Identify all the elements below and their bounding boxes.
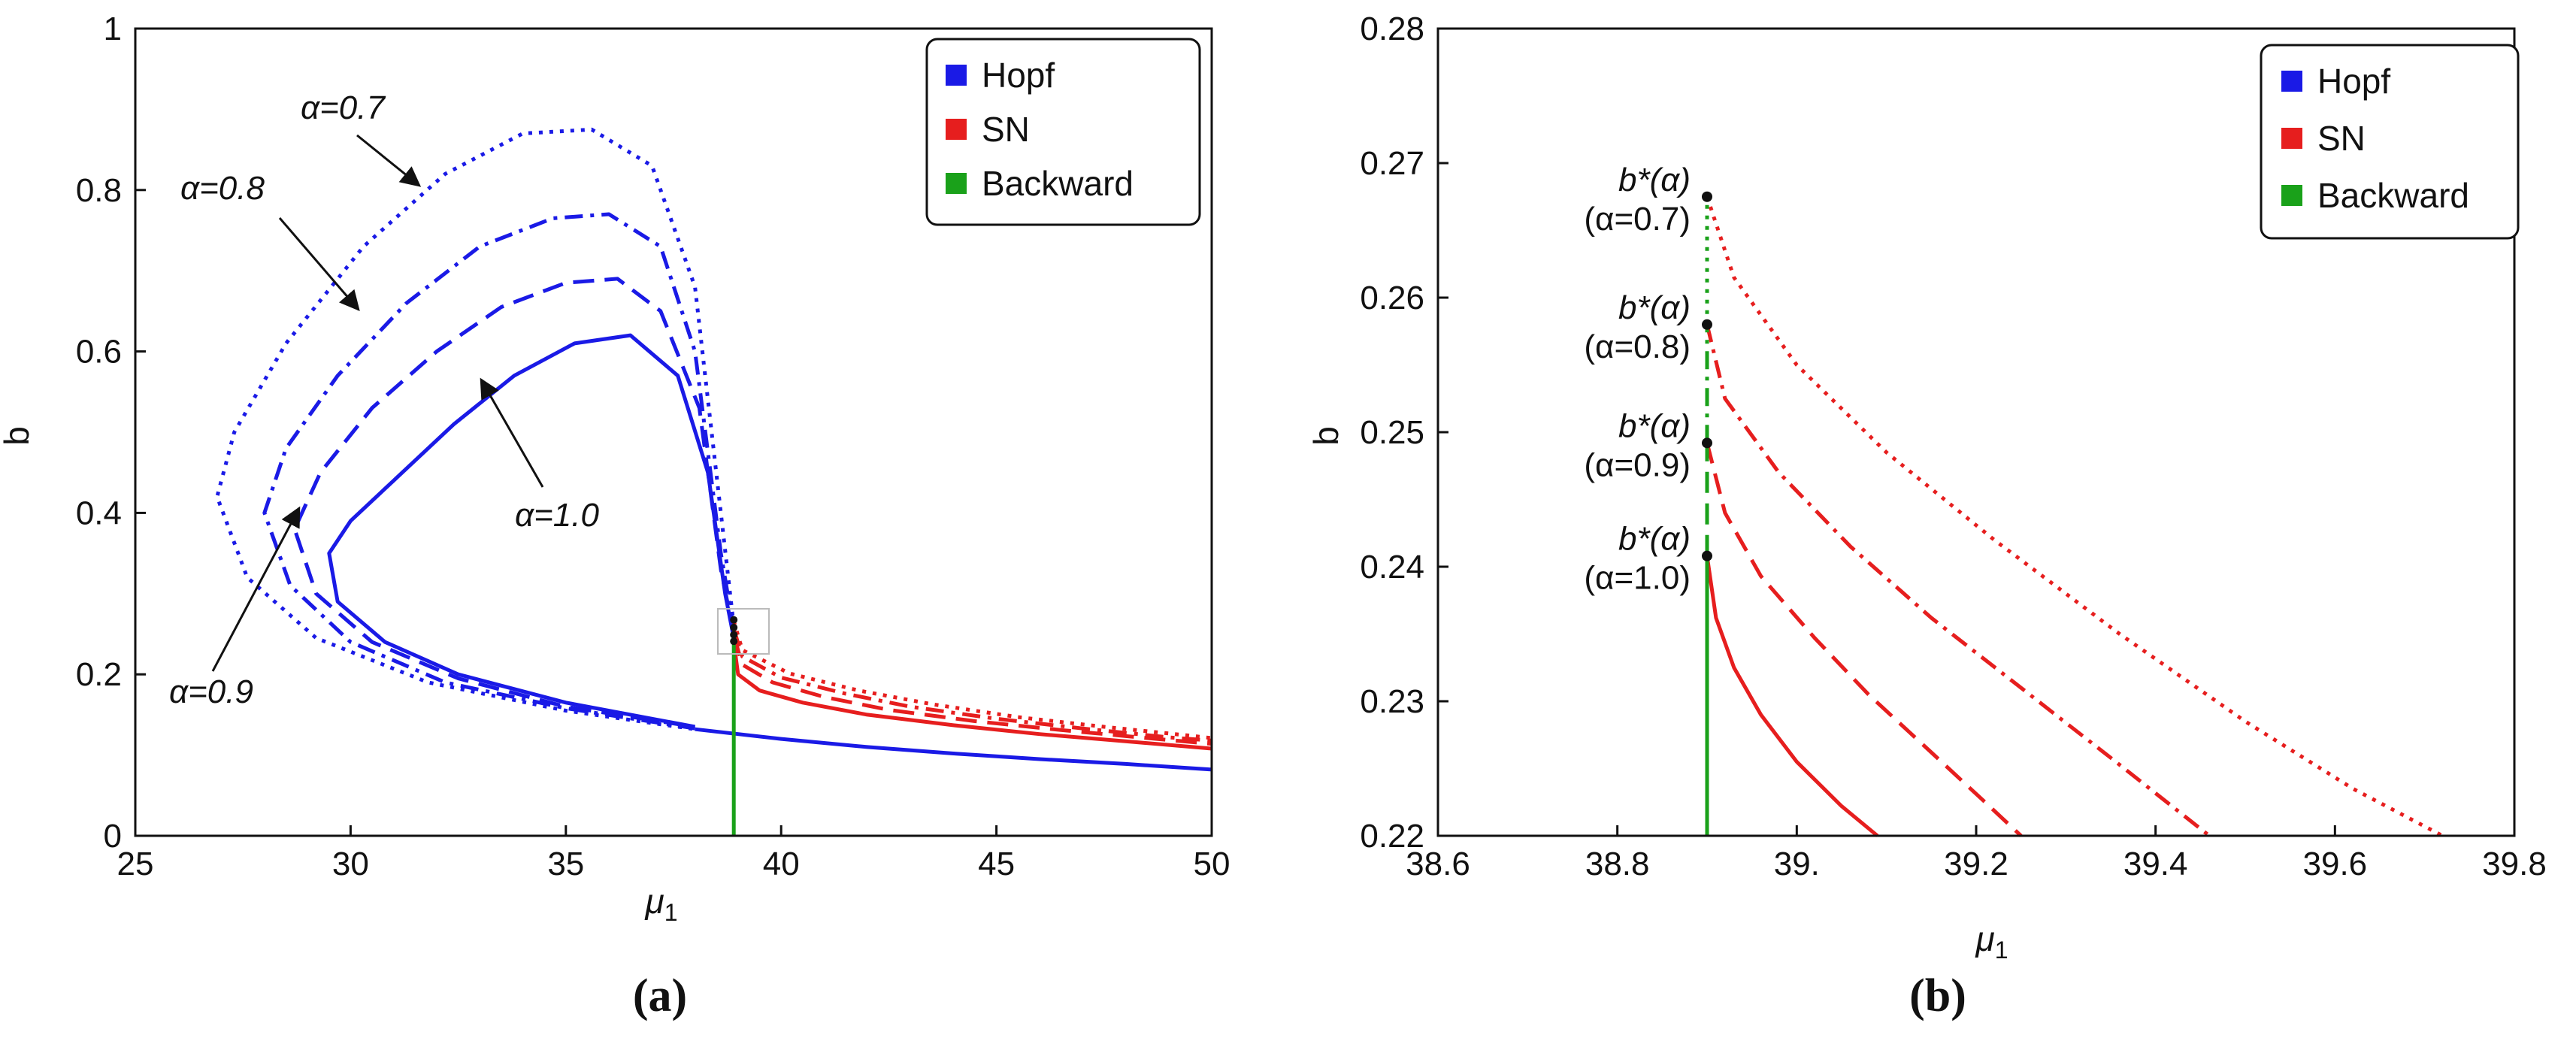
y-tick-label: 1: [104, 11, 122, 47]
b-star-label: b*(α): [1618, 289, 1691, 326]
arrow-alpha-0.7: [356, 134, 422, 187]
b-star-label: b*(α): [1618, 521, 1691, 558]
x-tick-label: 39.8: [2482, 846, 2547, 882]
zoom-region-box: [717, 608, 770, 655]
series-sn-1.0: [731, 641, 1212, 751]
y-tick-label: 0.22: [1360, 818, 1424, 855]
x-tick-label: 39.6: [2303, 846, 2368, 882]
b-star-alpha-label: (α=0.7): [1584, 201, 1691, 238]
b-star-point: [1702, 437, 1712, 449]
legend-label-sn: SN: [2317, 119, 2366, 158]
y-tick-label: 0.28: [1360, 11, 1424, 47]
legend-frame: [925, 38, 1201, 226]
legend-label-sn: SN: [982, 110, 1030, 149]
panel-a-xlabel: μ1: [645, 882, 678, 926]
b-star-point: [1702, 550, 1712, 561]
arrow-alpha-1.0: [480, 377, 544, 488]
b-star-alpha-label: (α=0.8): [1584, 328, 1691, 365]
series-sn-0.9: [1705, 442, 2023, 837]
x-tick-label: 25: [117, 846, 154, 882]
b-star-alpha-label: (α=1.0): [1584, 560, 1691, 597]
y-tick-label: 0.4: [76, 495, 122, 531]
panel-a-ticks: 25 30 35 40 45 50 0 0.2 0.4 0.6 0.8 1: [76, 11, 1230, 882]
series-hopf-0.8-upper: [262, 212, 736, 731]
annotation-alpha-0.7: α=0.7: [301, 89, 386, 126]
panel-a-ylabel: b: [0, 426, 36, 446]
y-tick-label: 0.27: [1360, 145, 1424, 182]
x-tick-label: 39.4: [2123, 846, 2188, 882]
arrow-alpha-0.8: [278, 217, 360, 312]
series-hopf-0.7-upper: [215, 127, 736, 731]
panel-b-points: b*(α)(α=0.7)b*(α)(α=0.8)b*(α)(α=0.9)b*(α…: [1584, 162, 1712, 597]
b-star-point: [1702, 191, 1712, 202]
x-tick-label: 35: [547, 846, 584, 882]
legend-swatch-hopf: [2281, 71, 2302, 92]
junction-point: [730, 631, 738, 639]
y-tick-label: 0.24: [1360, 549, 1424, 586]
y-tick-label: 0.25: [1360, 414, 1424, 451]
junction-point: [730, 637, 738, 646]
b-star-point: [1702, 319, 1712, 330]
b-star-alpha-label: (α=0.9): [1584, 446, 1691, 483]
panel-b-legend: Hopf SN Backward: [2260, 44, 2520, 240]
x-tick-label: 39.: [1774, 846, 1820, 882]
panel-a-annotations: α=0.7 α=0.8 α=0.9 α=1.0: [169, 89, 599, 710]
legend-swatch-backward: [2281, 185, 2302, 206]
x-tick-label: 30: [332, 846, 369, 882]
legend-label-backward: Backward: [982, 164, 1134, 203]
x-tick-label: 38.6: [1406, 846, 1470, 882]
annotation-alpha-1.0: α=1.0: [515, 497, 599, 534]
legend-swatch-sn: [2281, 128, 2302, 149]
series-hopf-lower-branch: [695, 727, 1212, 772]
legend-swatch-sn: [946, 119, 967, 140]
b-star-label: b*(α): [1618, 162, 1691, 198]
y-tick-label: 0.23: [1360, 683, 1424, 720]
arrow-alpha-0.9: [211, 506, 301, 672]
x-tick-label: 38.8: [1585, 846, 1650, 882]
y-tick-label: 0.26: [1360, 280, 1424, 316]
panel-b-label: (b): [1909, 970, 1966, 1021]
annotation-alpha-0.9: α=0.9: [169, 673, 253, 710]
panel-a-series: [215, 127, 1212, 836]
series-sn-0.7: [1705, 196, 2444, 838]
y-tick-label: 0.8: [76, 172, 122, 209]
series-hopf-1.0-upper: [327, 333, 736, 729]
annotation-alpha-0.8: α=0.8: [180, 170, 265, 207]
legend-label-backward: Backward: [2317, 176, 2469, 215]
y-tick-label: 0.6: [76, 334, 122, 371]
series-sn-0.9: [731, 634, 1212, 746]
panel-b-series: [1705, 196, 2444, 838]
series-sn-0.8: [731, 628, 1212, 743]
panel-b: 38.6 38.8 39. 39.2 39.4 39.6 39.8 0.22 0.23 0.24 0…: [1306, 11, 2547, 1021]
x-tick-label: 39.2: [1944, 846, 2008, 882]
legend-swatch-hopf: [946, 65, 967, 86]
junction-point: [730, 623, 738, 631]
x-tick-label: 40: [763, 846, 800, 882]
legend-swatch-backward: [946, 173, 967, 194]
y-tick-label: 0: [104, 818, 122, 855]
panel-b-xlabel: μ1: [1975, 919, 2008, 964]
series-sn-1.0: [1705, 555, 1879, 837]
y-tick-label: 0.2: [76, 656, 122, 693]
panel-b-ticks: 38.6 38.8 39. 39.2 39.4 39.6 39.8 0.22 0.23 0.24 0…: [1360, 11, 2546, 882]
junction-point: [730, 616, 738, 624]
panel-a-frame: [134, 27, 1213, 837]
panel-a-label: (a): [633, 970, 687, 1021]
x-tick-label: 45: [978, 846, 1015, 882]
legend-frame: [2260, 44, 2520, 240]
b-star-label: b*(α): [1618, 407, 1691, 444]
panel-b-ylabel: b: [1306, 426, 1346, 446]
legend-label-hopf: Hopf: [2317, 62, 2390, 101]
x-tick-label: 50: [1194, 846, 1230, 882]
panel-a: 25 30 35 40 45 50 0 0.2 0.4 0.6 0.8 1 b μ1 (a) Hopf…: [0, 11, 1230, 1021]
series-sn-0.8: [1705, 324, 2211, 837]
legend-label-hopf: Hopf: [982, 56, 1055, 95]
panel-a-legend: Hopf SN Backward: [925, 38, 1201, 226]
